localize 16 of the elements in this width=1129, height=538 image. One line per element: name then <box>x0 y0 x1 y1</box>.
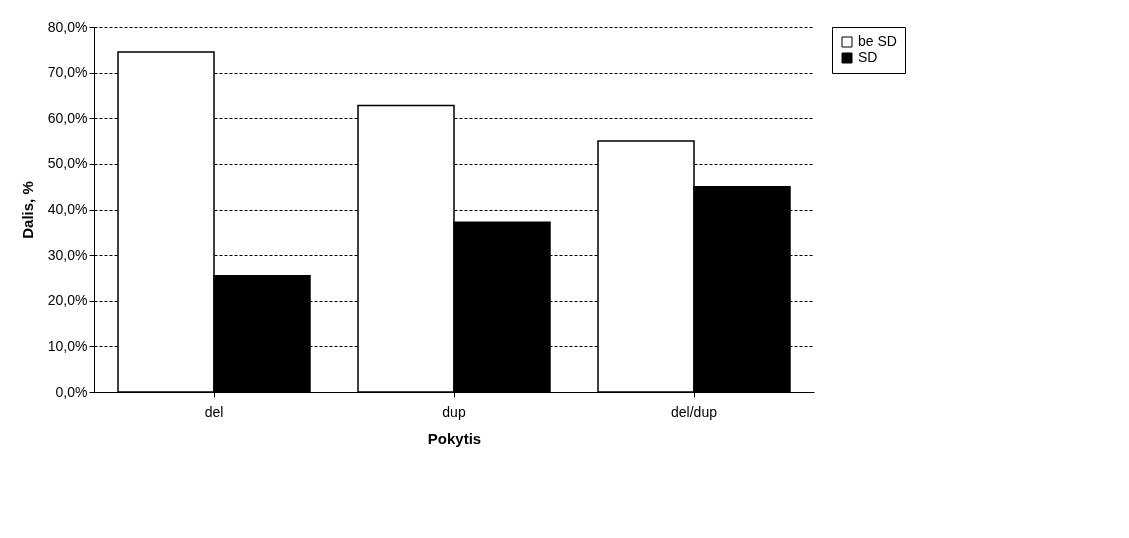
y-tick-label: 40,0% <box>47 201 88 217</box>
x-axis-title: Pokytis <box>427 429 482 447</box>
y-tick-label: 0,0% <box>55 383 88 400</box>
y-tick-label: 50,0% <box>47 155 88 172</box>
y-tick-label: 60,0% <box>47 109 88 126</box>
y-tick-label: 30,0% <box>47 246 88 263</box>
y-tick-label: 70,0% <box>47 64 88 81</box>
y-tick-label: 10,0% <box>47 337 88 354</box>
y-axis-title: Dalis, % <box>18 181 36 239</box>
y-tick-label: 80,0% <box>47 18 88 35</box>
legend-label: be SD <box>858 33 897 49</box>
legend-label: SD <box>858 49 878 65</box>
x-tick-label: dup <box>442 403 466 420</box>
x-tick-label: del/dup <box>671 403 718 420</box>
x-tick-label: del <box>204 403 224 420</box>
y-tick-label: 20,0% <box>47 292 88 309</box>
